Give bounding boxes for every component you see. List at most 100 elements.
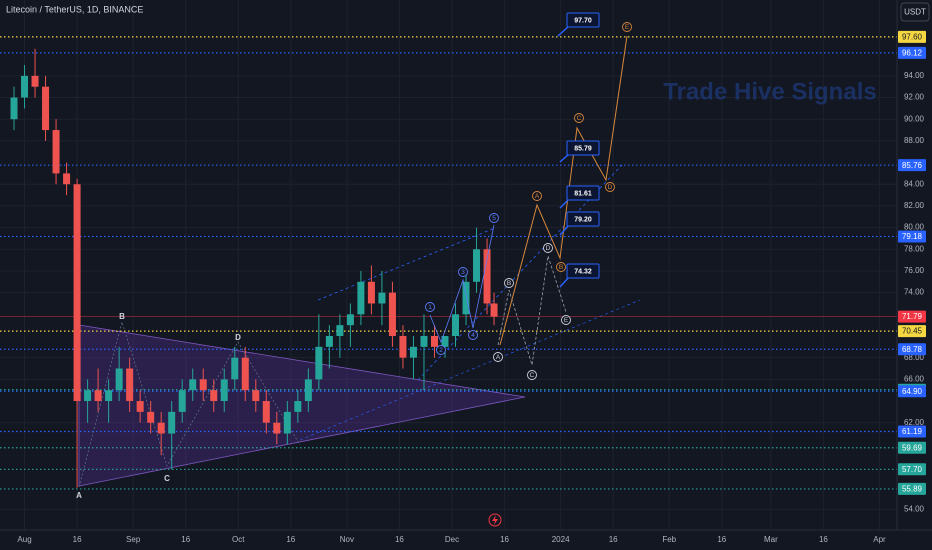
channel-line <box>417 164 623 381</box>
currency-button[interactable] <box>900 2 930 22</box>
candle-body <box>231 357 239 380</box>
wave-marker <box>543 243 553 253</box>
y-tick-label: 90.00 <box>904 114 925 123</box>
level-label: 79.18 <box>902 232 923 241</box>
target-box <box>566 211 600 227</box>
candle-body <box>94 390 102 402</box>
wave-marker <box>561 315 571 325</box>
x-tick-label: Dec <box>445 535 459 544</box>
candle-body <box>21 75 29 98</box>
level-tag <box>898 425 926 438</box>
target-pointer <box>559 198 570 209</box>
impulse-path <box>429 224 495 344</box>
level-label: 55.89 <box>902 485 923 494</box>
triangle-pattern <box>78 324 526 487</box>
y-tick-label: 80.00 <box>904 223 925 232</box>
candle-body <box>399 335 407 358</box>
pattern-label: B <box>119 312 125 321</box>
candle-body <box>483 249 491 304</box>
target-label: 85.79 <box>574 145 592 152</box>
target-label: 79.20 <box>574 216 592 223</box>
candle-body <box>325 335 333 347</box>
wave-label: 2 <box>439 347 443 354</box>
target-pointer <box>557 25 570 37</box>
candle-body <box>115 368 123 391</box>
wave-marker <box>622 22 632 32</box>
alert-icon[interactable] <box>488 513 502 527</box>
x-tick-label: 16 <box>286 535 295 544</box>
grid <box>0 0 897 530</box>
wave-marker <box>425 302 435 312</box>
candle-body <box>388 292 396 336</box>
candle-body <box>63 173 71 185</box>
pattern-label: C <box>164 474 170 483</box>
candle-body <box>441 335 449 347</box>
candle-body <box>357 281 365 315</box>
level-label: 97.60 <box>902 32 923 41</box>
candle-body <box>84 390 92 402</box>
currency-button-label[interactable]: USDT <box>904 8 926 17</box>
x-tick-label: 16 <box>500 535 509 544</box>
level-tag <box>898 30 926 43</box>
candle-body <box>420 335 428 347</box>
level-label: 64.90 <box>902 387 923 396</box>
y-tick-label: 76.00 <box>904 266 925 275</box>
wave-label: A <box>496 354 501 361</box>
level-tag <box>898 482 926 495</box>
level-label: 85.76 <box>902 161 923 170</box>
candle-body <box>378 292 386 304</box>
wave-label: E <box>625 24 630 31</box>
wave-label: C <box>577 115 582 122</box>
level-label: 68.78 <box>902 345 923 354</box>
target-label: 97.70 <box>574 17 592 24</box>
y-tick-label: 92.00 <box>904 93 925 102</box>
x-tick-label: 16 <box>395 535 404 544</box>
candle-body <box>262 401 270 423</box>
candle-body <box>136 401 144 412</box>
candle-body <box>409 346 417 358</box>
channel-line <box>299 299 641 441</box>
level-tag <box>898 385 926 398</box>
levels <box>0 36 897 490</box>
candle-body <box>10 97 18 120</box>
x-tick-label: 16 <box>73 535 82 544</box>
wave-label: 1 <box>428 304 432 311</box>
level-tag <box>898 46 926 59</box>
y-tick-label: 54.00 <box>904 505 925 514</box>
level-label: 61.19 <box>902 427 923 436</box>
level-label: 71.79 <box>902 312 923 321</box>
wave-marker <box>574 113 584 123</box>
candle-body <box>126 368 134 402</box>
candle-body <box>105 390 113 402</box>
y-tick-label: 94.00 <box>904 71 925 80</box>
candle-body <box>147 411 155 423</box>
watermark: Trade Hive Signals <box>663 78 876 105</box>
candle-body <box>168 411 176 434</box>
x-tick-label: Sep <box>126 535 141 544</box>
wave-label: 4 <box>471 332 475 339</box>
y-tick-label: 74.00 <box>904 288 925 297</box>
level-tag <box>898 441 926 454</box>
candle-body <box>473 249 481 282</box>
wave-marker <box>468 330 478 340</box>
candle-body <box>273 422 281 434</box>
candle-body <box>430 335 438 347</box>
candle-body <box>452 314 460 336</box>
level-tag <box>898 159 926 172</box>
level-label: 57.70 <box>902 465 923 474</box>
price-axis <box>897 0 932 530</box>
wave-label: D <box>546 245 551 252</box>
wave-label: A <box>535 193 540 200</box>
pattern-label: A <box>76 491 82 500</box>
wave-marker <box>493 352 503 362</box>
target-label: 74.32 <box>574 268 592 275</box>
wave-label: D <box>608 184 613 191</box>
target-label: 81.61 <box>574 190 592 197</box>
wave-marker <box>556 262 566 272</box>
x-tick-label: 16 <box>609 535 618 544</box>
candle-body <box>220 379 228 402</box>
candle-body <box>294 401 302 412</box>
wave-label: C <box>530 372 535 379</box>
